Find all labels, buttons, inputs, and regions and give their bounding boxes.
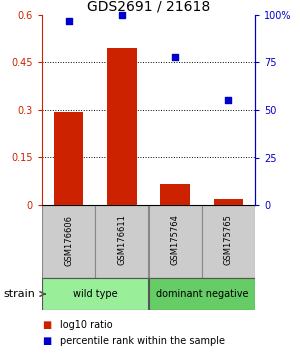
- Text: wild type: wild type: [73, 289, 118, 299]
- Bar: [214, 199, 243, 205]
- Bar: [42, 205, 95, 278]
- Text: log10 ratio: log10 ratio: [60, 320, 112, 330]
- Text: dominant negative: dominant negative: [155, 289, 248, 299]
- Text: ■: ■: [42, 320, 51, 330]
- Bar: [95, 205, 148, 278]
- Text: percentile rank within the sample: percentile rank within the sample: [60, 336, 225, 346]
- Text: strain: strain: [3, 289, 35, 299]
- Bar: [148, 278, 255, 310]
- Title: GDS2691 / 21618: GDS2691 / 21618: [87, 0, 210, 14]
- Point: [173, 54, 178, 59]
- Bar: [54, 112, 83, 205]
- Point: [119, 12, 124, 18]
- Text: GSM176606: GSM176606: [64, 215, 73, 266]
- Bar: [160, 184, 190, 205]
- Point: [66, 18, 71, 23]
- Bar: [42, 278, 148, 310]
- Bar: [202, 205, 255, 278]
- Text: GSM176611: GSM176611: [117, 215, 126, 266]
- Text: ■: ■: [42, 336, 51, 346]
- Text: GSM175764: GSM175764: [171, 215, 180, 266]
- Bar: [107, 48, 136, 205]
- Text: GSM175765: GSM175765: [224, 215, 233, 266]
- Bar: [148, 205, 202, 278]
- Point: [226, 98, 231, 103]
